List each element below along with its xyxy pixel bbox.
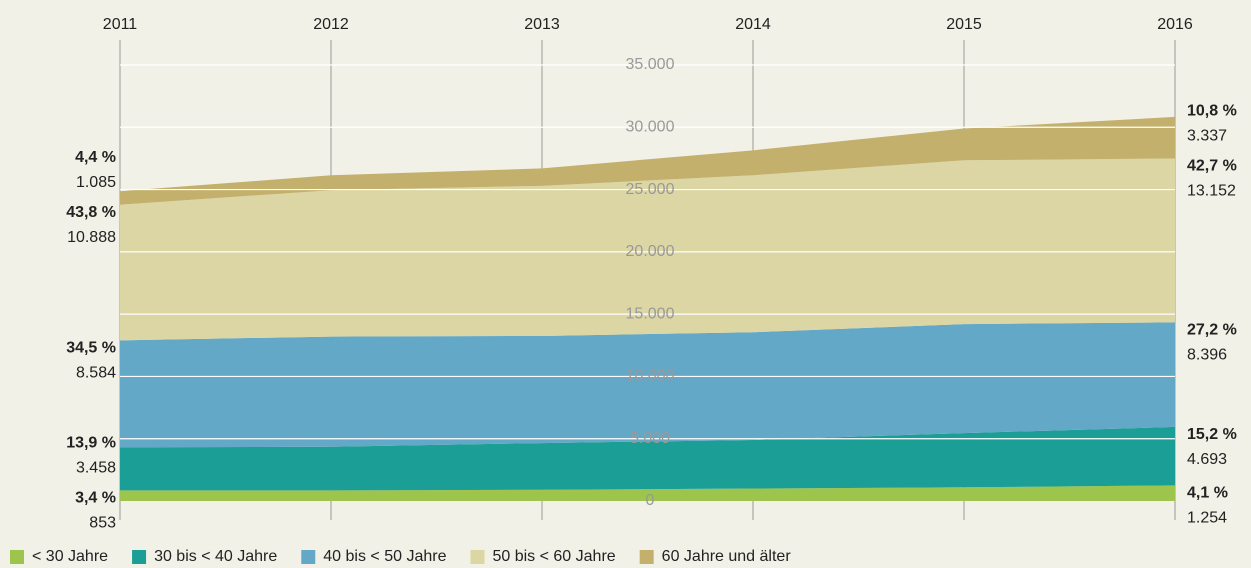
value-label: 10.888 [67,229,116,246]
share-label: 4,4 % [75,149,116,166]
y-tick-label: 5.000 [630,430,670,447]
area [120,322,1175,448]
value-label: 8.396 [1187,347,1227,364]
legend-label: 50 bis < 60 Jahre [492,548,615,565]
value-label: 8.584 [76,365,116,382]
legend-swatch [301,550,316,564]
y-tick-label: 30.000 [626,119,675,136]
value-label: 13.152 [1187,183,1236,200]
y-tick-label: 10.000 [626,368,675,385]
area [120,116,1175,205]
legend-swatch [470,550,485,564]
areas [120,116,1175,501]
y-tick-label: 15.000 [626,305,675,322]
y-tick-label: 0 [646,492,655,509]
value-label: 3.337 [1187,128,1227,145]
x-tick-label: 2012 [313,16,349,33]
share-label: 13,9 % [66,435,116,452]
value-label: 4.693 [1187,451,1227,468]
x-tick-label: 2016 [1157,16,1193,33]
share-label: 4,1 % [1187,485,1228,502]
legend-label: 40 bis < 50 Jahre [323,548,446,565]
share-label: 3,4 % [75,490,116,507]
share-label: 42,7 % [1187,158,1237,175]
y-tick-label: 25.000 [626,181,675,198]
share-label: 27,2 % [1187,322,1237,339]
area [120,158,1175,341]
x-tick-label: 2013 [524,16,560,33]
area [120,426,1175,491]
x-tick-label: 2015 [946,16,982,33]
legend-swatch [132,550,147,564]
area [120,485,1175,501]
legend-label: 60 Jahre und älter [662,548,792,565]
value-label: 853 [89,515,116,532]
legend-label: 30 bis < 40 Jahre [154,548,277,565]
x-tick-label: 2011 [103,16,138,33]
x-tick-label: 2014 [735,16,771,33]
value-label: 1.085 [76,174,116,191]
share-label: 34,5 % [66,340,116,357]
legend-swatch [10,550,24,564]
y-tick-label: 20.000 [626,243,675,260]
value-label: 1.254 [1187,510,1227,527]
y-tick-label: 35.000 [626,56,675,73]
value-label: 3.458 [76,460,116,477]
legend-label: < 30 Jahre [32,548,108,565]
share-label: 15,2 % [1187,426,1237,443]
share-label: 10,8 % [1187,103,1237,120]
share-label: 43,8 % [66,204,116,221]
legend-swatch [639,550,654,564]
